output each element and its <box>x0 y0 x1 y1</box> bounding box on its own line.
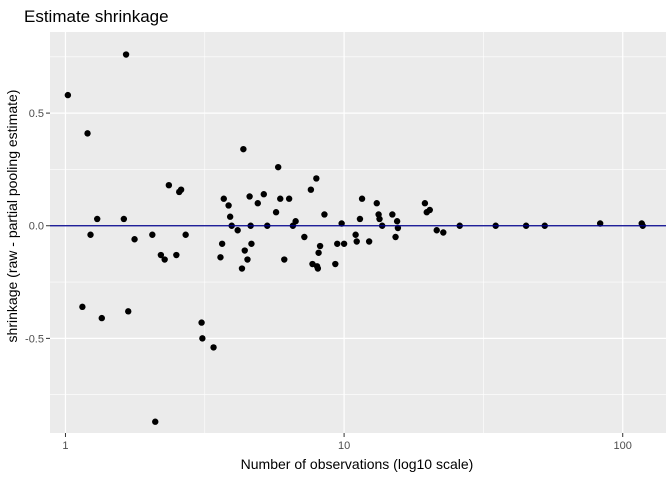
data-point <box>316 242 324 250</box>
data-point <box>248 240 255 247</box>
data-point <box>307 186 315 193</box>
data-point <box>210 344 217 351</box>
data-point <box>352 231 359 238</box>
data-point <box>234 227 241 234</box>
y-tick-label: -0.5 <box>25 333 44 345</box>
data-point <box>165 181 173 189</box>
x-tick-label: 100 <box>614 440 632 452</box>
data-point <box>358 195 366 202</box>
data-point <box>177 186 185 193</box>
y-axis: -0.5 0.0 0.5 <box>25 108 50 345</box>
data-point <box>338 220 345 227</box>
data-point <box>161 256 168 263</box>
data-point <box>238 265 246 272</box>
y-tick-label: 0.5 <box>29 108 44 120</box>
data-point <box>226 213 234 220</box>
data-point <box>281 256 288 263</box>
data-point <box>218 240 226 247</box>
data-point <box>321 211 328 218</box>
x-tick-label: 10 <box>338 440 350 452</box>
data-point <box>376 215 383 223</box>
x-tick-label: 1 <box>62 440 68 452</box>
data-point <box>277 195 284 202</box>
data-point <box>332 260 339 268</box>
data-point <box>394 224 402 232</box>
data-point <box>373 200 380 207</box>
data-point <box>389 211 396 218</box>
data-point <box>426 206 433 214</box>
data-point <box>152 418 159 425</box>
data-point <box>260 191 267 198</box>
data-point <box>94 215 101 223</box>
data-point <box>314 265 322 272</box>
data-point <box>292 218 299 225</box>
chart-title: Estimate shrinkage <box>24 7 169 26</box>
data-point <box>225 202 232 209</box>
minor-gridlines <box>50 32 666 433</box>
y-tick-label: 0.0 <box>29 221 44 233</box>
data-point <box>440 229 447 236</box>
data-point <box>240 145 247 153</box>
data-point <box>244 256 251 263</box>
data-point <box>149 231 156 238</box>
data-point <box>87 231 94 238</box>
data-point <box>340 240 348 247</box>
data-point <box>84 130 91 137</box>
data-point <box>421 200 429 207</box>
data-point <box>173 251 180 259</box>
data-point <box>301 233 308 241</box>
data-point <box>246 193 253 200</box>
data-point <box>241 247 248 254</box>
data-point <box>199 335 206 342</box>
data-point <box>120 215 128 223</box>
data-point <box>272 209 280 216</box>
x-axis-title: Number of observations (log10 scale) <box>241 456 474 472</box>
data-point <box>392 233 399 241</box>
data-point <box>220 195 227 202</box>
data-point <box>353 238 360 245</box>
data-point <box>79 303 86 311</box>
data-point <box>125 308 132 315</box>
plot-panel <box>50 32 666 433</box>
data-point <box>217 254 224 261</box>
x-axis: 1 10 100 <box>62 433 632 452</box>
data-point <box>285 195 293 202</box>
data-point <box>313 175 320 182</box>
data-point <box>315 249 322 256</box>
data-points <box>64 51 646 425</box>
data-point <box>274 163 282 171</box>
data-point <box>356 215 364 223</box>
data-point <box>334 240 341 247</box>
data-point <box>182 231 189 238</box>
data-point <box>122 51 130 58</box>
data-point <box>254 200 261 207</box>
data-point <box>157 251 165 259</box>
data-point <box>433 227 440 234</box>
y-axis-title: shrinkage (raw - partial pooling estimat… <box>4 90 20 343</box>
data-point <box>198 319 205 326</box>
data-point <box>393 218 401 225</box>
data-point <box>98 314 105 322</box>
data-point <box>64 91 72 99</box>
data-point <box>131 236 138 243</box>
data-point <box>596 220 604 227</box>
data-point <box>365 238 373 245</box>
